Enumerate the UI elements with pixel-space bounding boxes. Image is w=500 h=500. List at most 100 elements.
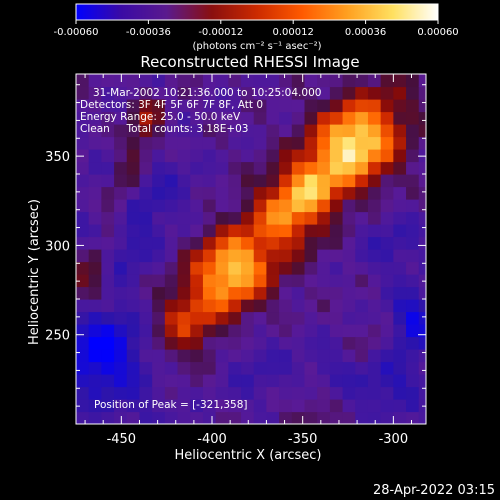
heatmap-cell [329,324,344,338]
heatmap-cell [317,174,331,188]
heatmap-cell [88,274,102,288]
heatmap-cell [190,111,204,125]
heatmap-cell [317,124,331,138]
heatmap-cell [126,386,141,400]
heatmap-cell [126,86,141,100]
heatmap-cell [317,136,331,150]
heatmap-cell [380,99,394,113]
heatmap-cell [367,74,382,88]
heatmap-cell [304,399,318,413]
heatmap-cell [228,261,242,275]
heatmap-cell [355,86,369,100]
colorbar-tick-label: 0.00036 [345,27,386,38]
heatmap-cell [317,149,331,163]
heatmap-cell [139,111,153,125]
heatmap-cell [342,261,356,275]
heatmap-cell [202,111,217,125]
heatmap-cell [367,161,382,175]
heatmap-cell [393,274,407,288]
info-annotations: 31-Mar-2002 10:21:36.000 to 10:25:04.000… [80,87,321,411]
heatmap-cell [279,286,293,300]
heatmap-cell [164,149,179,163]
heatmap-cell [279,224,293,238]
heatmap-cell [202,261,217,275]
heatmap-cell [101,286,115,300]
heatmap-cell [279,211,293,225]
heatmap-cell [190,99,204,113]
heatmap-cell [367,111,382,125]
heatmap-cell [190,374,204,388]
heatmap-cell [88,236,102,250]
heatmap-cell [76,186,90,200]
heatmap-cell [406,99,420,113]
heatmap-cell [164,299,179,313]
heatmap-cell [329,274,344,288]
heatmap-cell [76,261,90,275]
footer-timestamp: 28-Apr-2022 03:15 [373,483,495,498]
heatmap-cell [393,161,407,175]
heatmap-cell [304,336,318,350]
heatmap-cell [329,249,344,263]
heatmap-cell [76,224,90,238]
heatmap-cell [139,349,153,363]
heatmap-cell [215,224,229,238]
heatmap-cell [317,249,331,263]
heatmap-cell [152,224,166,238]
heatmap-cell [215,149,229,163]
heatmap-cell [253,286,268,300]
heatmap-cell [304,161,318,175]
heatmap-cell [152,386,166,400]
heatmap-cell [317,336,331,350]
heatmap-cell [380,199,394,213]
x-axis-label: Heliocentric X (arcsec) [175,448,322,463]
heatmap-cell [342,411,356,424]
heatmap-cell [291,86,306,100]
heatmap-cell [317,161,331,175]
heatmap-cell [266,136,280,150]
heatmap-cell [406,299,420,313]
heatmap-cell [241,361,255,375]
heatmap-cell [88,111,102,125]
heatmap-cell [279,261,293,275]
heatmap-cell [228,361,242,375]
x-tick-label: -450 [107,432,137,447]
heatmap-cell [279,136,293,150]
heatmap-cell [215,136,229,150]
heatmap-cell [88,74,102,88]
heatmap-cell [380,349,394,363]
heatmap-cell [367,136,382,150]
heatmap-cell [202,224,217,238]
heatmap-cell [126,399,141,413]
heatmap-cell [342,186,356,200]
heatmap-cell [241,149,255,163]
heatmap-cell [418,86,426,100]
heatmap-cell [291,311,306,325]
heatmap-cell [228,111,242,125]
heatmap-cell [304,386,318,400]
heatmap-cell [329,99,344,113]
heatmap-cell [177,349,191,363]
heatmap-cell [139,286,153,300]
heatmap-cell [367,399,382,413]
heatmap-cell [88,411,102,424]
heatmap-cell [367,124,382,138]
heatmap-cell [291,249,306,263]
heatmap-cell [355,149,369,163]
heatmap-cell [304,111,318,125]
heatmap-cell [329,174,344,188]
heatmap-cell [279,336,293,350]
heatmap-cell [88,361,102,375]
heatmap-cell [291,161,306,175]
heatmap-cell [215,386,229,400]
heatmap-cell [215,199,229,213]
heatmap-cell [393,286,407,300]
heatmap-cell [152,161,166,175]
heatmap-cell [76,161,90,175]
heatmap-cell [342,311,356,325]
heatmap-cell [329,199,344,213]
colorbar-tick-label: 0.00012 [273,27,314,38]
heatmap-cell [393,374,407,388]
heatmap-cell [393,74,407,88]
heatmap-cell [164,336,179,350]
heatmap-cell [266,186,280,200]
